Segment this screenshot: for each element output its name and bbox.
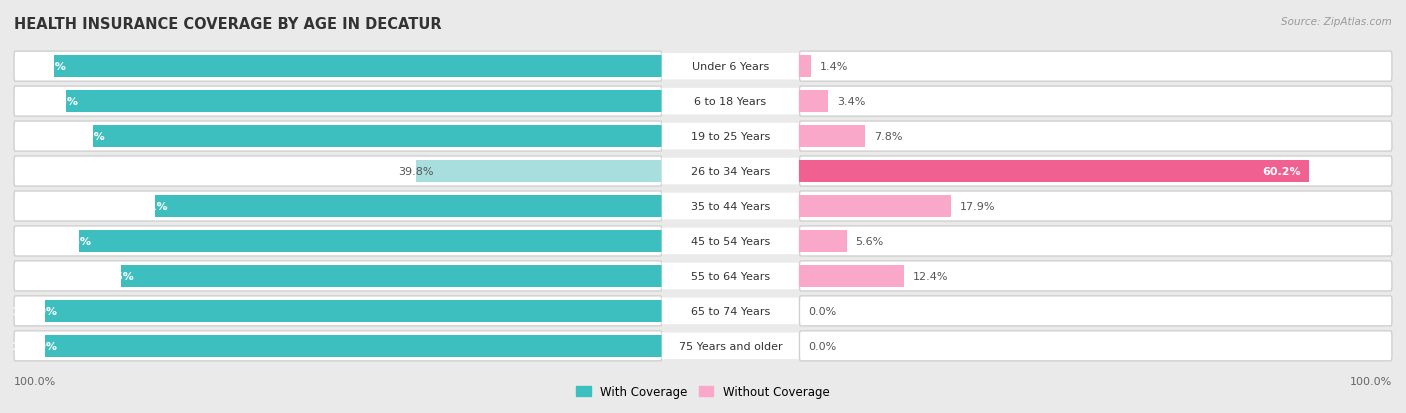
Bar	[93, 126, 662, 147]
FancyBboxPatch shape	[662, 123, 800, 150]
Text: 45 to 54 Years: 45 to 54 Years	[690, 236, 770, 247]
Bar	[800, 161, 1309, 183]
FancyBboxPatch shape	[800, 226, 1392, 256]
Text: 39.8%: 39.8%	[398, 166, 433, 177]
FancyBboxPatch shape	[662, 298, 800, 324]
FancyBboxPatch shape	[800, 261, 1392, 291]
Bar	[800, 126, 866, 147]
FancyBboxPatch shape	[662, 333, 800, 359]
Text: 35 to 44 Years: 35 to 44 Years	[690, 202, 770, 211]
Text: 87.6%: 87.6%	[96, 271, 134, 281]
FancyBboxPatch shape	[14, 87, 662, 117]
Text: Source: ZipAtlas.com: Source: ZipAtlas.com	[1281, 17, 1392, 26]
Bar	[800, 230, 846, 252]
Bar	[800, 196, 950, 217]
FancyBboxPatch shape	[662, 263, 800, 290]
Bar	[800, 56, 811, 78]
Bar	[66, 91, 662, 113]
Text: 5.6%: 5.6%	[855, 236, 883, 247]
FancyBboxPatch shape	[14, 192, 662, 221]
Text: 1.4%: 1.4%	[820, 62, 848, 72]
Text: 3.4%: 3.4%	[837, 97, 865, 107]
Text: 17.9%: 17.9%	[959, 202, 995, 211]
Legend: With Coverage, Without Coverage: With Coverage, Without Coverage	[572, 381, 834, 403]
Text: 100.0%: 100.0%	[1350, 376, 1392, 386]
Text: 0.0%: 0.0%	[808, 341, 837, 351]
FancyBboxPatch shape	[14, 331, 662, 361]
Text: 100.0%: 100.0%	[14, 376, 56, 386]
FancyBboxPatch shape	[662, 228, 800, 255]
Text: 98.6%: 98.6%	[27, 62, 66, 72]
Text: 65 to 74 Years: 65 to 74 Years	[690, 306, 770, 316]
Bar	[79, 230, 662, 252]
Text: 100.0%: 100.0%	[11, 341, 58, 351]
Text: 94.4%: 94.4%	[53, 236, 91, 247]
FancyBboxPatch shape	[800, 296, 1392, 326]
Text: 75 Years and older: 75 Years and older	[679, 341, 782, 351]
Text: 100.0%: 100.0%	[11, 306, 58, 316]
FancyBboxPatch shape	[14, 122, 662, 152]
Text: 60.2%: 60.2%	[1263, 166, 1301, 177]
FancyBboxPatch shape	[14, 52, 662, 82]
FancyBboxPatch shape	[662, 54, 800, 80]
FancyBboxPatch shape	[800, 157, 1392, 187]
Text: 0.0%: 0.0%	[808, 306, 837, 316]
FancyBboxPatch shape	[800, 52, 1392, 82]
Text: 12.4%: 12.4%	[912, 271, 949, 281]
Bar	[800, 266, 904, 287]
Bar	[53, 56, 662, 78]
FancyBboxPatch shape	[14, 261, 662, 291]
Text: 92.2%: 92.2%	[66, 132, 105, 142]
Text: 7.8%: 7.8%	[875, 132, 903, 142]
Text: 96.6%: 96.6%	[39, 97, 79, 107]
Bar	[121, 266, 662, 287]
Text: 26 to 34 Years: 26 to 34 Years	[690, 166, 770, 177]
Text: 6 to 18 Years: 6 to 18 Years	[695, 97, 766, 107]
FancyBboxPatch shape	[800, 87, 1392, 117]
Text: 19 to 25 Years: 19 to 25 Years	[690, 132, 770, 142]
Text: 55 to 64 Years: 55 to 64 Years	[690, 271, 770, 281]
Bar	[45, 300, 662, 322]
FancyBboxPatch shape	[800, 331, 1392, 361]
FancyBboxPatch shape	[14, 226, 662, 256]
Text: HEALTH INSURANCE COVERAGE BY AGE IN DECATUR: HEALTH INSURANCE COVERAGE BY AGE IN DECA…	[14, 17, 441, 31]
FancyBboxPatch shape	[14, 157, 662, 187]
Text: 82.1%: 82.1%	[129, 202, 167, 211]
FancyBboxPatch shape	[800, 192, 1392, 221]
Bar	[45, 335, 662, 357]
Bar	[416, 161, 662, 183]
Bar	[800, 91, 828, 113]
FancyBboxPatch shape	[662, 89, 800, 115]
FancyBboxPatch shape	[800, 122, 1392, 152]
Text: Under 6 Years: Under 6 Years	[692, 62, 769, 72]
FancyBboxPatch shape	[14, 296, 662, 326]
Bar	[155, 196, 662, 217]
FancyBboxPatch shape	[662, 158, 800, 185]
FancyBboxPatch shape	[662, 193, 800, 220]
